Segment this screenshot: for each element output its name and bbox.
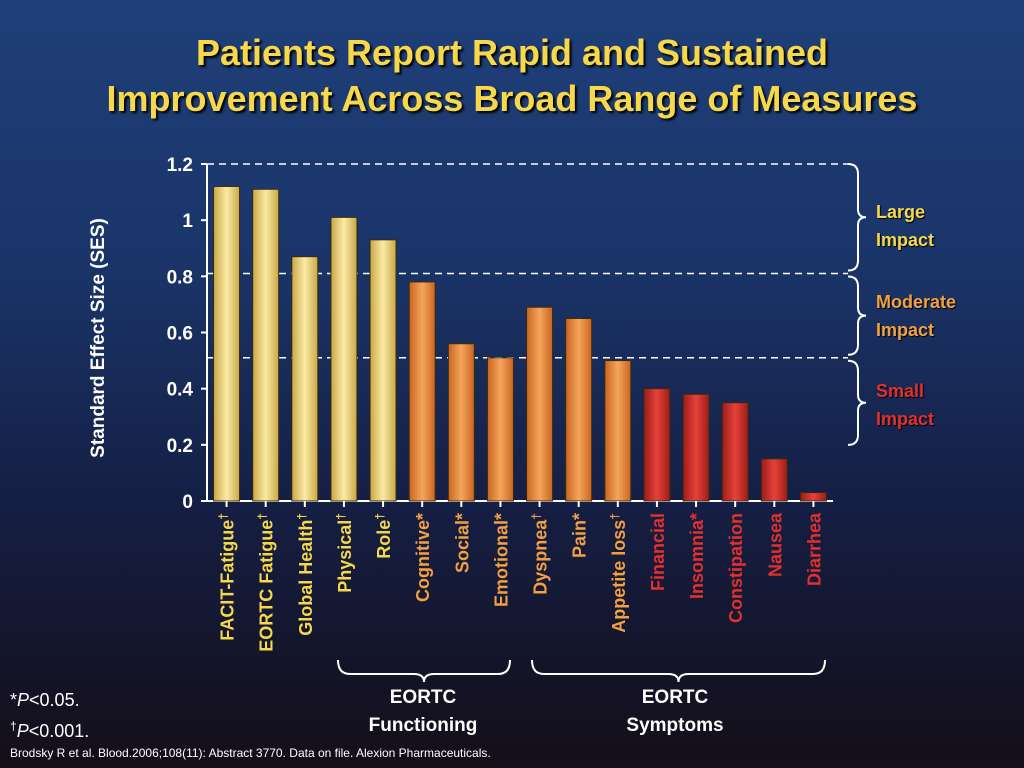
bar-physical	[330, 216, 358, 502]
bar-emotional	[486, 357, 514, 502]
bar-diarrhea	[799, 492, 827, 502]
x-tick-label-12: Insomnia*	[687, 513, 707, 599]
title-line-2: Improvement Across Broad Range of Measur…	[106, 78, 918, 119]
bar-social	[447, 343, 475, 502]
bar-nausea	[760, 458, 788, 502]
bar-insomnia	[682, 393, 710, 502]
bar-global-health	[291, 256, 319, 502]
brace-large	[847, 163, 867, 272]
impact-label-moderate: Moderate Impact	[876, 288, 956, 344]
group-functioning-line2: Functioning	[368, 715, 478, 736]
x-tick-label-6: Social*	[452, 513, 472, 573]
x-tick-mark-6: *	[452, 513, 472, 520]
x-tick-label-5: Cognitive*	[413, 513, 433, 602]
y-tick-label-5: 1	[182, 211, 193, 232]
brace-moderate	[847, 275, 867, 356]
bar-pain	[565, 317, 593, 502]
y-tick-label-0: 0	[182, 492, 193, 513]
footnote-star-text: <0.05.	[29, 690, 80, 710]
bar-eortc-fatigue	[252, 188, 280, 502]
x-tick-mark-0: †	[217, 513, 231, 520]
x-tick-mark-5: *	[413, 513, 433, 520]
x-tick-mark-2: †	[295, 513, 309, 520]
y-tick-label-1: 0.2	[167, 436, 193, 457]
chart-title: Patients Report Rapid and Sustained Impr…	[0, 30, 1024, 122]
y-tick-label-6: 1.2	[167, 155, 193, 176]
y-tick-label-4: 0.8	[167, 267, 193, 288]
group-symptoms-line2: Symptoms	[626, 715, 724, 736]
impact-moderate-line2: Impact	[876, 320, 935, 340]
x-tick-label-11: Financial	[648, 513, 668, 591]
bar-financial	[643, 388, 671, 502]
impact-label-small: Small Impact	[876, 377, 934, 433]
footnote-star-p: P	[17, 690, 30, 710]
group-symptoms-line1: EORTC	[641, 687, 709, 708]
group-functioning-line1: EORTC	[389, 687, 457, 708]
bar-facit-fatigue	[213, 185, 241, 502]
x-tick-label-10: Appetite loss†	[608, 513, 629, 633]
group-label-functioning: EORTC Functioning	[323, 684, 523, 740]
x-tick-label-4: Role†	[373, 513, 394, 559]
brace-symptoms	[531, 659, 826, 683]
x-tick-mark-7: *	[491, 513, 511, 520]
impact-large-line1: Large	[876, 202, 926, 222]
title-line-1: Patients Report Rapid and Sustained	[195, 32, 829, 73]
y-tick-label-2: 0.4	[167, 380, 194, 401]
bar-role	[369, 239, 397, 502]
x-tick-label-9: Pain*	[570, 513, 590, 558]
bar-dyspnea	[526, 306, 554, 502]
footnote-dagger-mark: †	[10, 719, 17, 733]
x-tick-label-0: FACIT-Fatigue†	[217, 513, 238, 641]
brace-functioning	[337, 659, 511, 683]
footnote-dagger-p: P	[16, 721, 29, 741]
x-tick-mark-4: †	[373, 513, 387, 520]
y-axis-label: Standard Effect Size (SES)	[88, 218, 109, 458]
footnote-p005: *P<0.05.	[10, 688, 80, 712]
footnote-dagger-text: <0.001.	[28, 721, 90, 741]
group-label-symptoms: EORTC Symptoms	[575, 684, 775, 740]
bar-cognitive	[408, 281, 436, 502]
x-tick-label-14: Nausea	[765, 512, 785, 577]
x-tick-label-13: Constipation	[726, 513, 746, 623]
x-tick-mark-10: †	[608, 513, 622, 520]
x-tick-mark-8: †	[530, 513, 544, 520]
x-tick-mark-1: †	[256, 513, 270, 520]
bar-constipation	[721, 402, 749, 502]
footnote-star-mark: *	[10, 690, 18, 710]
footnote-p0001: †P<0.001.	[10, 714, 89, 743]
x-tick-mark-3: †	[334, 513, 348, 520]
impact-small-line1: Small	[876, 381, 925, 401]
brace-small	[847, 359, 867, 446]
x-tick-label-2: Global Health†	[295, 513, 316, 636]
y-tick-label-3: 0.6	[167, 324, 193, 345]
impact-moderate-line1: Moderate	[876, 292, 957, 312]
x-tick-label-1: EORTC Fatigue†	[256, 513, 277, 652]
bar-appetite-loss	[604, 360, 632, 502]
x-tick-mark-12: *	[687, 513, 707, 520]
impact-small-line2: Impact	[876, 409, 935, 429]
x-tick-label-7: Emotional*	[491, 513, 511, 607]
x-tick-label-8: Dyspnea†	[530, 513, 551, 595]
x-tick-label-3: Physical†	[334, 513, 355, 593]
x-tick-mark-9: *	[570, 513, 590, 520]
impact-label-large: Large Impact	[876, 198, 934, 254]
citation: Brodsky R et al. Blood.2006;108(11): Abs…	[10, 746, 491, 760]
x-tick-label-15: Diarrhea	[804, 512, 824, 586]
impact-large-line2: Impact	[876, 230, 935, 250]
